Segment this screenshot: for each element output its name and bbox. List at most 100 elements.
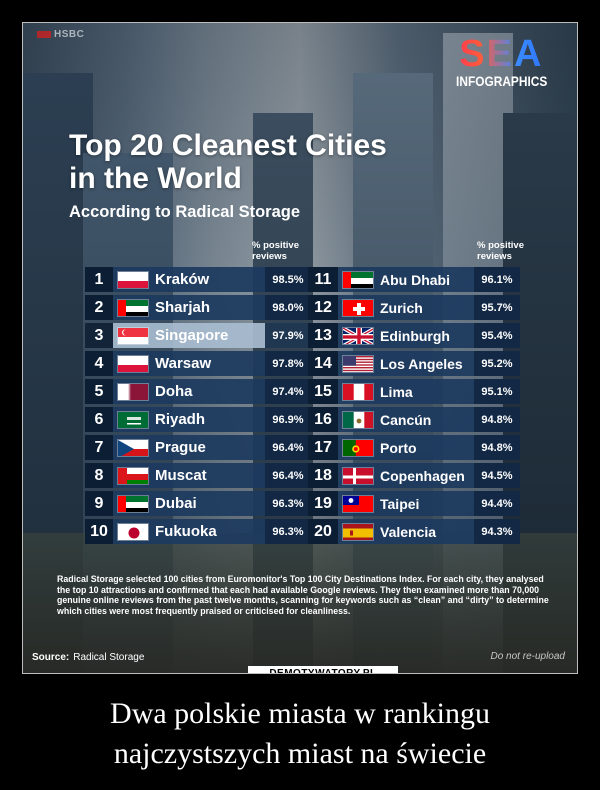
city-row: 8 Muscat 96.4%: [85, 463, 311, 488]
city-row: 6 Riyadh 96.9%: [85, 407, 311, 432]
caption-line-2: najczystszych miast na świecie: [113, 737, 487, 770]
city-name: Dubai: [155, 495, 197, 512]
city-row: 10 Fukuoka 96.3%: [85, 519, 311, 544]
city-row: 13 Edinburgh 95.4%: [308, 323, 520, 348]
positive-review-percent: 94.4%: [474, 491, 520, 516]
positive-review-percent: 98.0%: [265, 295, 311, 320]
positive-review-percent: 94.8%: [474, 435, 520, 460]
city-row: 18 Copenhagen 94.5%: [308, 463, 520, 488]
city-rank: 14: [308, 351, 338, 376]
source-credit: Source: Radical Storage: [32, 652, 144, 663]
meme-caption: Dwa polskie miasta w rankingu najczystsz…: [0, 694, 600, 774]
background-ground: [23, 533, 577, 673]
city-row: 7 Prague 96.4%: [85, 435, 311, 460]
city-rank: 5: [85, 379, 113, 404]
city-name: Doha: [155, 383, 193, 400]
city-row: 11 Abu Dhabi 96.1%: [308, 267, 520, 292]
poland-flag-icon: [117, 270, 149, 289]
peru-flag-icon: [342, 382, 374, 401]
qatar-flag-icon: [117, 382, 149, 401]
hsbc-logo-icon: [37, 30, 51, 38]
positive-review-percent: 96.3%: [265, 519, 311, 544]
city-name: Lima: [380, 383, 413, 400]
city-row: 4 Warsaw 97.8%: [85, 351, 311, 376]
city-row: 9 Dubai 96.3%: [85, 491, 311, 516]
city-row: 2 Sharjah 98.0%: [85, 295, 311, 320]
positive-review-percent: 97.9%: [265, 323, 311, 348]
city-rank: 2: [85, 295, 113, 320]
city-row: 12 Zurich 95.7%: [308, 295, 520, 320]
hsbc-watermark: HSBC: [37, 29, 84, 40]
city-row: 1 Kraków 98.5%: [85, 267, 311, 292]
positive-review-percent: 98.5%: [265, 267, 311, 292]
usa-flag-icon: [342, 354, 374, 373]
city-rank: 11: [308, 267, 338, 292]
swiss-flag-icon: [342, 298, 374, 317]
city-rank: 7: [85, 435, 113, 460]
caption-line-1: Dwa polskie miasta w rankingu: [110, 697, 490, 730]
positive-review-percent: 96.9%: [265, 407, 311, 432]
positive-review-percent: 95.4%: [474, 323, 520, 348]
page-subtitle: According to Radical Storage: [69, 203, 301, 221]
title-line-2: in the World: [69, 162, 242, 195]
japan-flag-icon: [117, 522, 149, 541]
city-rank: 19: [308, 491, 338, 516]
positive-review-percent: 95.7%: [474, 295, 520, 320]
city-rank: 1: [85, 267, 113, 292]
city-row: 20 Valencia 94.3%: [308, 519, 520, 544]
city-name: Singapore: [155, 327, 229, 344]
city-name: Prague: [155, 439, 206, 456]
city-rank: 8: [85, 463, 113, 488]
czech-flag-icon: [117, 438, 149, 457]
city-rank: 12: [308, 295, 338, 320]
positive-review-percent: 95.1%: [474, 379, 520, 404]
city-name: Fukuoka: [155, 523, 217, 540]
city-rank: 6: [85, 407, 113, 432]
city-name: Copenhagen: [380, 467, 465, 484]
ranking-list-left: 1 Kraków 98.5% 2 Sharjah 98.0% 3 Singapore 97.9%…: [85, 267, 311, 547]
logo-main-text: SEA: [448, 35, 555, 73]
city-rank: 17: [308, 435, 338, 460]
city-name: Sharjah: [155, 299, 211, 316]
spain-flag-icon: [342, 522, 374, 541]
city-rank: 9: [85, 491, 113, 516]
city-rank: 18: [308, 463, 338, 488]
singapore-flag-icon: [117, 326, 149, 345]
taiwan-flag-icon: [342, 494, 374, 513]
no-reupload-notice: Do not re-upload: [490, 651, 566, 662]
city-name: Abu Dhabi: [380, 271, 450, 288]
uae-flag-icon: [342, 270, 374, 289]
city-name: Los Angeles: [380, 355, 463, 372]
city-row: 3 Singapore 97.9%: [85, 323, 311, 348]
city-row: 17 Porto 94.8%: [308, 435, 520, 460]
sea-infographics-logo: SEA INFOGRAPHICS: [448, 35, 555, 89]
source-value: Radical Storage: [73, 652, 145, 663]
city-row: 14 Los Angeles 95.2%: [308, 351, 520, 376]
infographic-frame: HSBC SEA INFOGRAPHICS Top 20 Cleanest Ci…: [22, 22, 578, 674]
positive-review-percent: 95.2%: [474, 351, 520, 376]
positive-review-percent: 96.3%: [265, 491, 311, 516]
city-name: Zurich: [380, 299, 423, 316]
uk-flag-icon: [342, 326, 374, 345]
positive-review-percent: 96.1%: [474, 267, 520, 292]
city-rank: 3: [85, 323, 113, 348]
source-label: Source:: [32, 652, 70, 663]
city-row: 16 Cancún 94.8%: [308, 407, 520, 432]
city-name: Kraków: [155, 271, 210, 288]
poland-flag-icon: [117, 354, 149, 373]
city-name: Taipei: [380, 495, 420, 512]
portugal-flag-icon: [342, 438, 374, 457]
column-header-left: % positive reviews: [252, 240, 299, 262]
title-line-1: Top 20 Cleanest Cities: [69, 129, 387, 162]
methodology-text: Radical Storage selected 100 cities from…: [57, 574, 549, 616]
positive-review-percent: 96.4%: [265, 463, 311, 488]
page-title: Top 20 Cleanest Cities in the World: [69, 129, 387, 195]
city-row: 15 Lima 95.1%: [308, 379, 520, 404]
city-row: 19 Taipei 94.4%: [308, 491, 520, 516]
denmark-flag-icon: [342, 466, 374, 485]
city-rank: 15: [308, 379, 338, 404]
city-rank: 13: [308, 323, 338, 348]
city-name: Valencia: [380, 523, 437, 540]
positive-review-percent: 94.8%: [474, 407, 520, 432]
column-header-right: % positive reviews: [477, 240, 524, 262]
